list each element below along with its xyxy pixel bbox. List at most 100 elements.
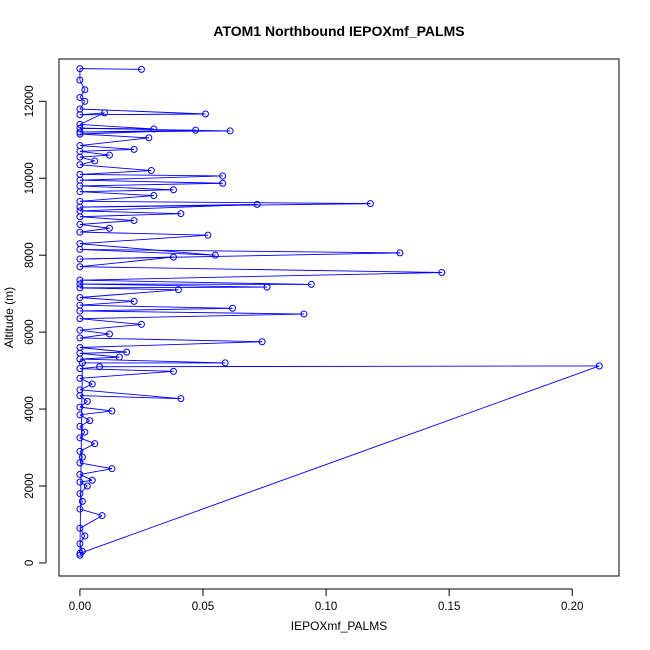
series-segment: [79, 297, 135, 302]
data-point: [137, 65, 145, 73]
data-point: [76, 326, 84, 334]
series-segment: [79, 223, 110, 229]
data-point: [81, 532, 89, 540]
data-point: [130, 297, 138, 305]
data-point: [76, 549, 84, 557]
data-point: [76, 120, 84, 128]
data-point: [88, 476, 96, 484]
data-point: [76, 505, 84, 513]
series-segment: [79, 195, 154, 202]
data-point: [105, 330, 113, 338]
data-point: [76, 124, 84, 132]
data-point: [137, 320, 145, 328]
series-segment: [79, 462, 113, 470]
series-segment: [79, 252, 400, 260]
x-tick-label: 0.10: [315, 601, 337, 613]
series-segment: [79, 256, 174, 268]
series-segment: [79, 220, 135, 225]
data-point: [76, 170, 84, 178]
series-segment: [79, 272, 442, 281]
data-point: [76, 197, 84, 205]
data-point: [76, 255, 84, 263]
data-point: [76, 540, 84, 548]
series-segment: [79, 515, 103, 529]
series-segment: [79, 426, 86, 433]
data-point: [192, 126, 200, 134]
series-segment: [79, 395, 88, 402]
data-point: [76, 447, 84, 455]
data-point: [108, 465, 116, 473]
data-point: [115, 353, 123, 361]
data-point: [169, 367, 177, 375]
series-segment: [79, 68, 142, 70]
series-segment: [79, 431, 86, 439]
data-point: [76, 334, 84, 342]
data-point: [91, 157, 99, 165]
data-point: [76, 478, 84, 486]
data-point: [76, 293, 84, 301]
series-segment: [79, 185, 174, 191]
data-point: [300, 310, 308, 318]
data-point: [81, 97, 89, 105]
series-segment: [79, 145, 135, 150]
data-point: [76, 524, 84, 532]
data-point: [219, 179, 227, 187]
series-segment: [79, 370, 174, 379]
data-point: [76, 411, 84, 419]
series-segment: [79, 133, 149, 139]
series-segment: [79, 289, 179, 298]
data-point: [101, 109, 109, 117]
data-point: [76, 65, 84, 73]
x-tick-label: 0.00: [69, 601, 91, 613]
data-point: [174, 286, 182, 294]
series-segment: [79, 341, 263, 348]
x-axis: 0.00 0.05 0.10 0.15 0.20: [69, 588, 583, 613]
series-segment: [79, 210, 181, 215]
series-segment: [79, 150, 110, 156]
x-axis-label: IEPOXmf_PALMS: [291, 619, 387, 633]
series-segment: [79, 528, 86, 537]
series-segment: [79, 216, 135, 222]
data-point: [105, 224, 113, 232]
series-segment: [79, 337, 263, 343]
data-point: [83, 397, 91, 405]
series-segment: [79, 234, 208, 245]
data-point: [76, 459, 84, 467]
data-point: [438, 268, 446, 276]
series-segment: [79, 173, 223, 177]
series-segment: [79, 200, 371, 205]
series-segment: [79, 474, 93, 481]
data-point: [150, 125, 158, 133]
data-point: [130, 217, 138, 225]
data-point: [83, 482, 91, 490]
series-segment: [79, 248, 216, 256]
data-point: [263, 283, 271, 291]
data-point: [201, 110, 209, 118]
y-axis-label: Altitude (m): [2, 287, 16, 348]
data-point: [76, 280, 84, 288]
data-point: [76, 207, 84, 215]
data-point: [88, 380, 96, 388]
series-segment: [79, 227, 110, 233]
data-point: [76, 142, 84, 150]
data-point: [229, 304, 237, 312]
data-point: [396, 249, 404, 257]
data-point: [76, 344, 84, 352]
data-point: [204, 231, 212, 239]
series-segment: [79, 352, 120, 358]
series-segment: [79, 123, 154, 130]
data-point: [226, 127, 234, 135]
y-tick-label: 10000: [24, 162, 36, 194]
series-segment: [79, 351, 127, 354]
series-segment: [79, 368, 174, 372]
data-point: [78, 497, 86, 505]
series-segment: [79, 443, 95, 452]
series-segment: [79, 304, 233, 309]
data-point: [76, 284, 84, 292]
data-point: [123, 348, 131, 356]
data-point: [76, 276, 84, 284]
data-point: [76, 403, 84, 411]
data-point: [366, 200, 374, 208]
y-tick-label: 0: [24, 560, 36, 566]
